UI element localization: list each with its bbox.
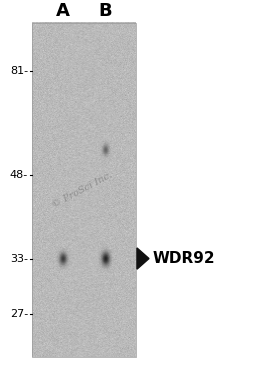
Text: © ProSci Inc.: © ProSci Inc. [50,170,114,210]
Text: B: B [98,2,112,21]
Text: WDR92: WDR92 [153,251,216,266]
Text: 48-: 48- [10,170,28,180]
Bar [32,23,136,357]
Text: A: A [56,2,70,21]
Polygon shape [137,248,149,269]
Text: 27-: 27- [10,309,28,319]
Text: 33-: 33- [10,253,28,264]
Text: 81-: 81- [10,66,28,76]
